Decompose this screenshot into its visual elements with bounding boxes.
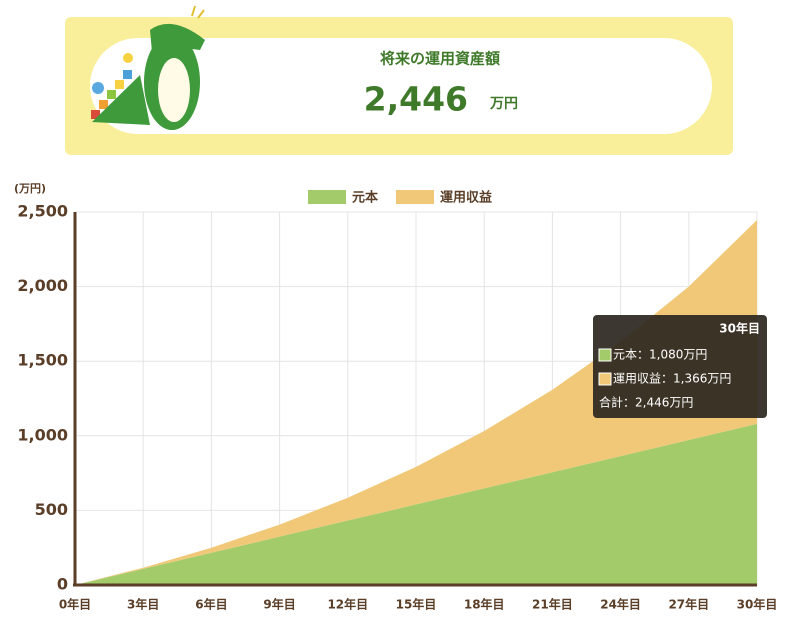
- y-unit: (万円): [14, 182, 46, 195]
- tooltip-box: [593, 315, 767, 418]
- y-tick-label: 1,000: [17, 425, 68, 444]
- x-tick-label: 6年目: [195, 597, 227, 612]
- header-amount: 2,446: [364, 80, 468, 119]
- y-tick-label: 0: [57, 575, 68, 594]
- tooltip-line: 運用収益：1,366万円: [613, 372, 731, 386]
- x-tick-label: 30年目: [737, 597, 778, 612]
- legend-label: 運用収益: [440, 190, 492, 206]
- x-tick-label: 3年目: [127, 597, 159, 612]
- tooltip-swatch: [598, 372, 612, 386]
- x-tick-label: 0年目: [59, 597, 91, 612]
- header-unit: 万円: [489, 96, 518, 112]
- tooltip-line: 元本：1,080万円: [613, 348, 707, 362]
- tooltip-swatch: [598, 348, 612, 362]
- x-tick-label: 18年目: [464, 597, 505, 612]
- x-tick-label: 27年目: [668, 597, 709, 612]
- x-tick-label: 21年目: [532, 597, 573, 612]
- x-tick-label: 9年目: [263, 597, 295, 612]
- mascot: [91, 5, 205, 130]
- legend-swatch: [308, 190, 346, 204]
- legend-swatch: [396, 190, 435, 204]
- tooltip-title: 30年目: [719, 321, 760, 336]
- y-tick-label: 1,500: [17, 351, 68, 370]
- y-tick-label: 500: [35, 500, 68, 519]
- x-tick-label: 12年目: [327, 597, 368, 612]
- legend-label: 元本: [352, 190, 378, 206]
- header-pill: [90, 38, 712, 134]
- y-tick-label: 2,500: [17, 202, 68, 221]
- header-title: 将来の運用資産額: [380, 50, 500, 68]
- y-tick-label: 2,000: [17, 276, 68, 295]
- x-tick-label: 15年目: [396, 597, 437, 612]
- tooltip-line: 合計：2,446万円: [599, 395, 693, 410]
- x-tick-label: 24年目: [600, 597, 641, 612]
